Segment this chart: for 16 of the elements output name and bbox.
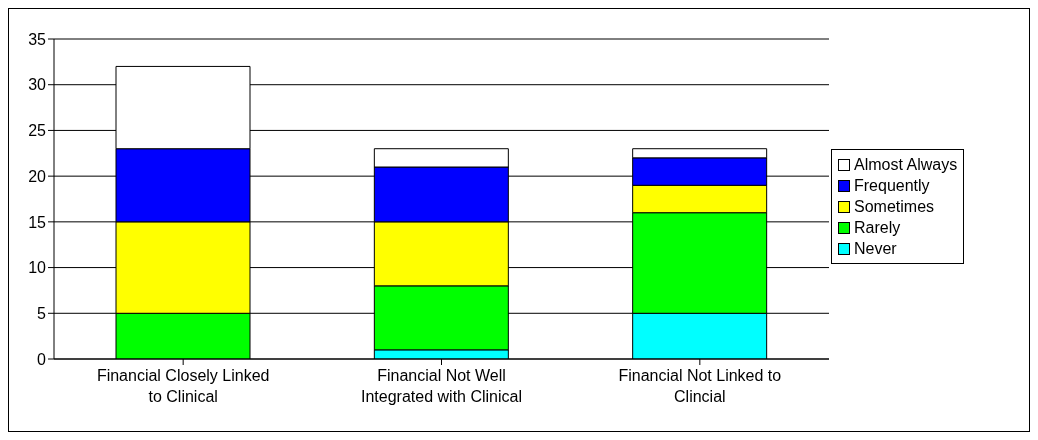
y-tick-label: 30 — [28, 76, 47, 94]
y-tick-label: 25 — [28, 122, 47, 140]
legend-label: Sometimes — [854, 197, 935, 217]
legend-label: Rarely — [854, 218, 901, 238]
y-tick-label: 10 — [28, 259, 47, 277]
y-tick-label: 0 — [37, 350, 47, 368]
legend-label: Never — [854, 239, 897, 259]
y-tick-label: 35 — [28, 30, 47, 48]
y-tick-label: 20 — [28, 167, 47, 185]
legend-label: Frequently — [854, 176, 930, 196]
x-tick-label: Financial Closely Linked to Clinical — [96, 367, 270, 405]
y-tick-label: 15 — [28, 213, 47, 231]
y-tick-label: 5 — [37, 304, 47, 322]
legend-label: Almost Always — [854, 155, 958, 175]
x-tick-label: Financial Not Linked to Clincial — [618, 367, 782, 405]
x-tick-label: Financial Not Well Integrated with Clinical — [361, 367, 522, 405]
